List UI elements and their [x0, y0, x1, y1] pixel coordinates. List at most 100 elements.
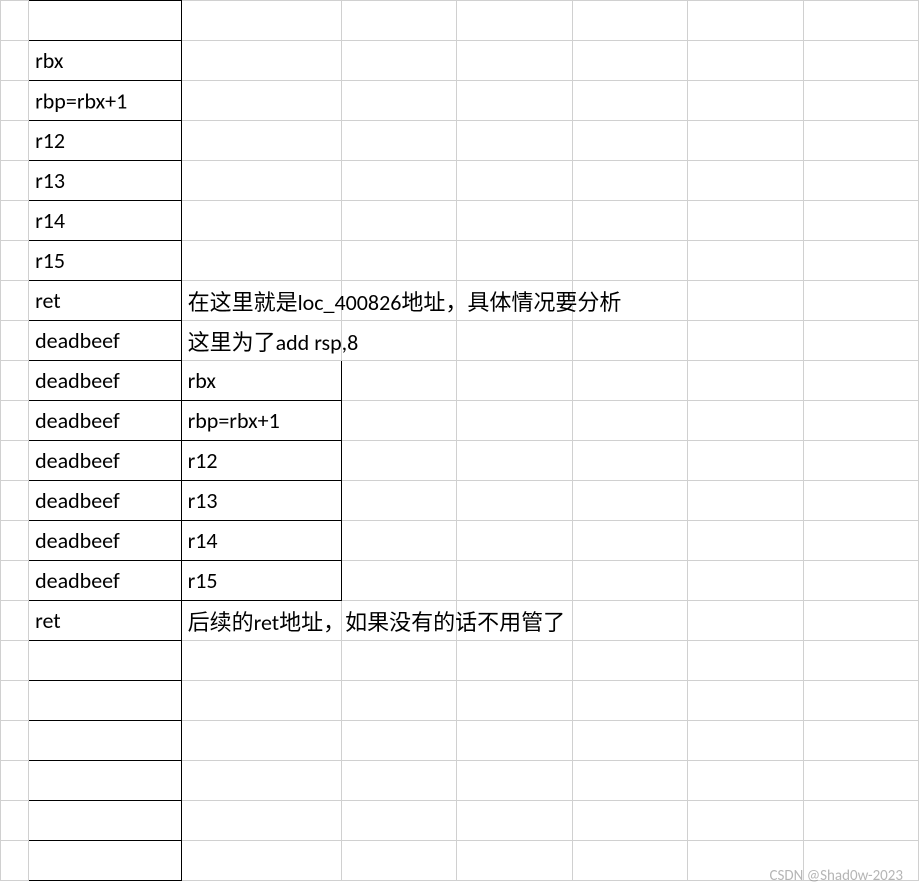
cell-a [1, 841, 29, 881]
cell-blank [457, 201, 572, 241]
table-row [1, 681, 919, 721]
cell-blank [342, 641, 457, 681]
cell-a [1, 681, 29, 721]
cell-c [181, 801, 342, 841]
cell-blank [688, 481, 803, 521]
cell-blank [457, 81, 572, 121]
cell-blank [688, 601, 803, 641]
cell-b: rbp=rbx+1 [29, 81, 181, 121]
cell-blank [803, 481, 918, 521]
cell-blank [457, 401, 572, 441]
cell-b: ret [29, 281, 181, 321]
cell-blank [457, 761, 572, 801]
cell-blank [572, 361, 687, 401]
cell-blank [803, 441, 918, 481]
spreadsheet-table: rbxrbp=rbx+1r12r13r14r15ret在这里就是loc_4008… [0, 0, 919, 881]
cell-a [1, 281, 29, 321]
cell-a [1, 481, 29, 521]
cell-blank [688, 201, 803, 241]
cell-blank [457, 161, 572, 201]
cell-a [1, 801, 29, 841]
table-row: deadbeefrbx [1, 361, 919, 401]
cell-a [1, 241, 29, 281]
cell-blank [688, 681, 803, 721]
cell-b: deadbeef [29, 441, 181, 481]
table-row: ret后续的ret地址，如果没有的话不用管了 [1, 601, 919, 641]
cell-a [1, 41, 29, 81]
cell-b: r15 [29, 241, 181, 281]
cell-b [29, 641, 181, 681]
cell-blank [688, 321, 803, 361]
table-row [1, 761, 919, 801]
cell-blank [572, 201, 687, 241]
cell-blank [572, 601, 687, 641]
cell-a [1, 81, 29, 121]
cell-blank [688, 1, 803, 41]
cell-c [181, 761, 342, 801]
cell-blank [688, 721, 803, 761]
cell-c: 这里为了add rsp,8 [181, 321, 342, 361]
cell-blank [803, 641, 918, 681]
cell-blank [342, 721, 457, 761]
cell-c [181, 81, 342, 121]
table-row: deadbeefr13 [1, 481, 919, 521]
cell-blank [342, 401, 457, 441]
cell-b: deadbeef [29, 521, 181, 561]
cell-blank [688, 121, 803, 161]
cell-blank [342, 361, 457, 401]
cell-c: r12 [181, 441, 342, 481]
cell-blank [572, 41, 687, 81]
table-row: rbp=rbx+1 [1, 81, 919, 121]
cell-blank [342, 201, 457, 241]
cell-a [1, 401, 29, 441]
cell-blank [342, 81, 457, 121]
cell-c [181, 681, 342, 721]
cell-blank [688, 81, 803, 121]
cell-blank [803, 241, 918, 281]
cell-blank [342, 441, 457, 481]
cell-a [1, 761, 29, 801]
cell-blank [572, 761, 687, 801]
cell-blank [803, 281, 918, 321]
table-row [1, 721, 919, 761]
cell-blank [688, 401, 803, 441]
table-row: rbx [1, 41, 919, 81]
table-row: deadbeef这里为了add rsp,8 [1, 321, 919, 361]
cell-blank [803, 681, 918, 721]
cell-blank [688, 281, 803, 321]
cell-blank [572, 81, 687, 121]
cell-b [29, 721, 181, 761]
table-row: deadbeefr15 [1, 561, 919, 601]
cell-blank [342, 1, 457, 41]
cell-blank [688, 241, 803, 281]
cell-a [1, 441, 29, 481]
cell-b: r12 [29, 121, 181, 161]
table-row: ret在这里就是loc_400826地址，具体情况要分析 [1, 281, 919, 321]
cell-c [181, 241, 342, 281]
cell-blank [457, 321, 572, 361]
cell-b [29, 841, 181, 881]
cell-blank [572, 481, 687, 521]
cell-c [181, 161, 342, 201]
cell-blank [342, 801, 457, 841]
cell-b: rbx [29, 41, 181, 81]
cell-blank [572, 561, 687, 601]
cell-blank [803, 601, 918, 641]
cell-c: r14 [181, 521, 342, 561]
table-row [1, 801, 919, 841]
cell-b: deadbeef [29, 481, 181, 521]
cell-blank [342, 161, 457, 201]
cell-blank [572, 241, 687, 281]
cell-blank [572, 121, 687, 161]
cell-blank [803, 801, 918, 841]
cell-b: deadbeef [29, 401, 181, 441]
cell-a [1, 601, 29, 641]
cell-blank [457, 641, 572, 681]
table-row: r15 [1, 241, 919, 281]
cell-b: ret [29, 601, 181, 641]
cell-blank [803, 401, 918, 441]
cell-blank [572, 401, 687, 441]
cell-b: deadbeef [29, 321, 181, 361]
cell-blank [342, 41, 457, 81]
table-row: deadbeefr12 [1, 441, 919, 481]
